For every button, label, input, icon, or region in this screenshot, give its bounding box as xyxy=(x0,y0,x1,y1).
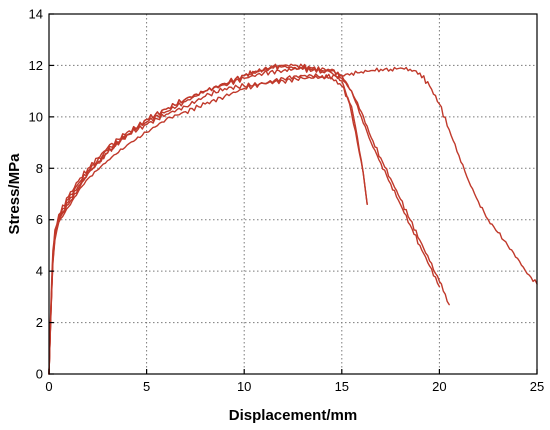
x-tick-label: 10 xyxy=(237,379,251,394)
y-tick-label: 12 xyxy=(29,58,43,73)
stress-curve xyxy=(48,64,368,375)
y-tick-label: 4 xyxy=(36,264,43,279)
stress-curve xyxy=(48,63,450,375)
y-tick-label: 10 xyxy=(29,109,43,124)
x-tick-label: 5 xyxy=(143,379,150,394)
x-tick-label: 25 xyxy=(530,379,544,394)
stress-curve xyxy=(48,65,441,375)
y-axis-title: Stress/MPa xyxy=(6,153,23,235)
ticks: 0 5 10 15 20 25 0 2 4 6 8 10 12 14 xyxy=(29,7,545,395)
y-tick-label: 2 xyxy=(36,315,43,330)
y-tick-label: 14 xyxy=(29,7,43,22)
x-tick-label: 0 xyxy=(45,379,52,394)
grid xyxy=(49,14,537,374)
stress-curve xyxy=(48,66,538,375)
x-tick-label: 15 xyxy=(335,379,349,394)
plot-frame xyxy=(48,13,538,375)
y-tick-label: 0 xyxy=(36,367,43,382)
y-tick-label: 6 xyxy=(36,212,43,227)
stress-curve xyxy=(48,73,368,375)
x-axis-title: Displacement/mm xyxy=(229,407,357,424)
y-tick-label: 8 xyxy=(36,161,43,176)
series-group xyxy=(48,63,538,375)
x-tick-label: 20 xyxy=(432,379,446,394)
